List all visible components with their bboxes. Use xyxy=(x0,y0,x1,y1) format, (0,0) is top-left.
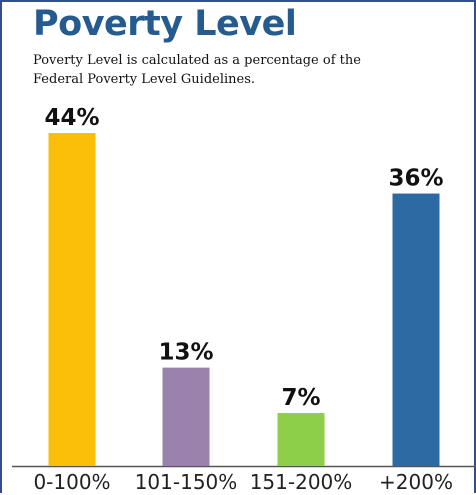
chart-title: Poverty Level xyxy=(33,4,297,44)
category-label-2: 101-150% xyxy=(135,470,238,494)
chart-subtitle: Poverty Level is calculated as a percent… xyxy=(33,51,363,89)
category-label-1: 0-100% xyxy=(33,470,110,494)
category-label-4: +200% xyxy=(379,470,453,494)
value-label-1: 44% xyxy=(44,105,99,131)
value-label-4: 36% xyxy=(388,166,443,192)
value-label-3: 7% xyxy=(281,385,320,411)
bar-3 xyxy=(277,413,325,466)
value-label-2: 13% xyxy=(158,340,213,366)
category-label-3: 151-200% xyxy=(250,470,353,494)
subtitle-line-2: Federal Poverty Level Guidelines. xyxy=(33,72,256,87)
subtitle-line-1: Poverty Level is calculated as a percent… xyxy=(33,53,361,68)
bar-1 xyxy=(48,133,96,466)
bar-4 xyxy=(392,193,440,466)
bar-2 xyxy=(162,367,210,466)
